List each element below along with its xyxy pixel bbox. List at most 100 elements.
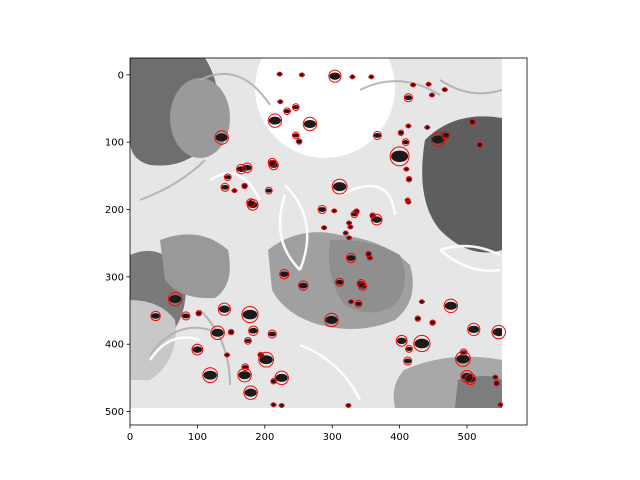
speck [396, 337, 407, 345]
scatter-point [345, 402, 351, 408]
speck [351, 212, 358, 217]
speck [332, 182, 347, 192]
speck [182, 313, 190, 319]
scatter-point [346, 235, 352, 241]
scatter-point [403, 166, 409, 172]
x-axis: 0 100 200 300 400 500 [127, 425, 477, 443]
scatter-point [241, 305, 259, 324]
speck [406, 346, 413, 351]
scatter-point [223, 173, 232, 182]
speck [265, 188, 272, 193]
scatter-point [302, 116, 318, 132]
scatter-point [271, 402, 277, 408]
speck [192, 346, 203, 353]
speck [493, 381, 500, 386]
y-tick-label: 500 [105, 407, 124, 418]
scatter-point [368, 74, 374, 80]
scatter-point [455, 351, 471, 367]
scatter-point [328, 69, 342, 83]
scatter-point [237, 367, 252, 383]
speck [355, 301, 362, 306]
scatter-point [246, 198, 256, 208]
speck [275, 373, 288, 382]
x-tick-label: 400 [390, 432, 409, 443]
scatter-point [150, 310, 161, 322]
scatter-point [405, 123, 411, 129]
scatter-point [498, 402, 504, 408]
speck [244, 338, 251, 343]
speck [468, 325, 480, 334]
speck [238, 371, 251, 380]
scatter-point [443, 298, 459, 314]
speck [444, 301, 457, 310]
scatter-point [227, 328, 235, 336]
scatter-point [167, 291, 183, 307]
speck [296, 139, 303, 144]
speck [329, 72, 341, 80]
speck [456, 354, 470, 364]
y-tick-label: 400 [105, 340, 124, 351]
x-tick-label: 0 [127, 432, 133, 443]
scatter-point [321, 225, 327, 231]
speck [249, 327, 258, 334]
scatter-point [403, 356, 413, 366]
scatter-point [267, 157, 277, 167]
scatter-point [429, 92, 435, 98]
scatter-point [242, 162, 253, 173]
scatter-point [492, 374, 498, 380]
speck [476, 142, 483, 147]
scatter-point [426, 81, 432, 87]
scatter-point [264, 186, 273, 195]
scatter-point [283, 107, 291, 116]
scatter-point [241, 363, 250, 371]
speck [292, 105, 299, 110]
scatter-point [345, 252, 357, 264]
speck [469, 119, 476, 124]
scatter-point [181, 311, 191, 321]
speck [414, 338, 430, 349]
scatter-point [372, 130, 382, 140]
speck [335, 279, 344, 285]
speck [228, 330, 235, 335]
speck [241, 183, 248, 188]
scatter-point [397, 129, 405, 136]
scatter-point [274, 370, 289, 386]
scatter-point [414, 315, 422, 322]
scatter-point [268, 159, 279, 171]
speck [318, 207, 326, 212]
scatter-point [403, 93, 413, 103]
speck [404, 95, 413, 101]
scatter-point [353, 208, 360, 215]
scatter-point [350, 210, 359, 219]
scatter-point [476, 141, 484, 149]
scatter-point [349, 74, 355, 80]
speck [151, 313, 160, 319]
speck [203, 370, 217, 380]
scatter-point [248, 325, 259, 336]
scatter-point [257, 351, 264, 359]
scatter-point [369, 212, 376, 219]
scatter-point [241, 182, 248, 190]
speck [346, 255, 356, 261]
scatter-point [442, 87, 448, 93]
scatter-point [246, 198, 259, 211]
scatter-point [460, 369, 474, 384]
scatter-point [405, 345, 413, 353]
scatter-point [214, 130, 229, 145]
speck [404, 358, 412, 364]
scatter-point [299, 72, 305, 78]
scatter-point [243, 385, 258, 400]
speck [402, 140, 409, 145]
speck [373, 133, 382, 138]
background-image [130, 58, 502, 408]
speck [391, 150, 409, 162]
speck [303, 119, 317, 129]
scatter-point [324, 312, 339, 328]
speck [169, 295, 182, 304]
scatter-point [405, 176, 413, 183]
y-tick-label: 100 [105, 138, 124, 149]
scatter-point [429, 319, 436, 326]
speck [414, 316, 421, 321]
scatter-point [191, 343, 204, 356]
